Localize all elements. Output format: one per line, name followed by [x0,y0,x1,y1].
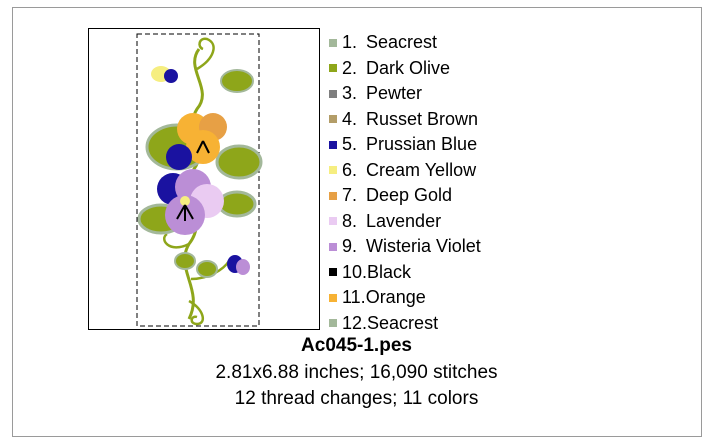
thread-number: 3. [342,83,358,104]
thread-name: Orange [365,287,426,308]
thread-item: 4. Russet Brown [329,107,481,133]
design-dimensions: 2.81x6.88 inches; 16,090 stitches [215,362,498,383]
thread-item: 1. Seacrest [329,30,481,56]
thread-item: 11. Orange [329,285,481,311]
thread-changes: 12 thread changes; 11 colors [234,388,479,409]
color-swatch [329,166,337,175]
design-filename: Ac045-1.pes [301,335,412,356]
color-swatch [329,293,337,302]
thread-number: 10. [342,261,368,282]
pansy-design-image [136,33,263,327]
thread-number: 4. [342,108,358,129]
thread-number: 2. [342,57,358,78]
thread-number: 12. [342,312,368,333]
color-swatch [329,38,337,47]
color-swatch [329,217,337,226]
thread-color-list: 1. Seacrest 2. Dark Olive 3. Pewter 4. Russet B… [329,30,481,336]
thread-number: 5. [342,134,358,155]
thread-name: Seacrest [367,312,439,333]
thread-name: Cream Yellow [366,159,477,180]
thread-item: 8. Lavender [329,209,481,235]
thread-name: Black [367,261,412,282]
thread-number: 6. [342,159,358,180]
color-swatch [329,268,337,277]
thread-number: 11. [342,287,366,308]
thread-name: Seacrest [366,32,438,53]
thread-item: 12. Seacrest [329,311,481,337]
thread-name: Prussian Blue [366,134,478,155]
thread-name: Deep Gold [366,185,453,206]
thread-number: 1. [342,32,358,53]
thread-name: Pewter [366,83,423,104]
thread-item: 10. Black [329,260,481,286]
thread-name: Wisteria Violet [366,236,481,257]
thread-item: 9. Wisteria Violet [329,234,481,260]
color-swatch [329,319,337,328]
thread-item: 3. Pewter [329,81,481,107]
color-swatch [329,89,337,98]
thread-number: 7. [342,185,358,206]
thread-number: 8. [342,210,358,231]
thread-item: 6. Cream Yellow [329,158,481,184]
thread-item: 7. Deep Gold [329,183,481,209]
embroidery-preview [88,28,320,330]
thread-item: 2. Dark Olive [329,56,481,82]
thread-name: Lavender [366,210,442,231]
color-swatch [329,115,337,124]
thread-item: 5. Prussian Blue [329,132,481,158]
thread-name: Russet Brown [366,108,479,129]
color-swatch [329,191,337,200]
color-swatch [329,64,337,73]
thread-number: 9. [342,236,358,257]
color-swatch [329,242,337,251]
thread-name: Dark Olive [366,57,451,78]
color-swatch [329,140,337,149]
